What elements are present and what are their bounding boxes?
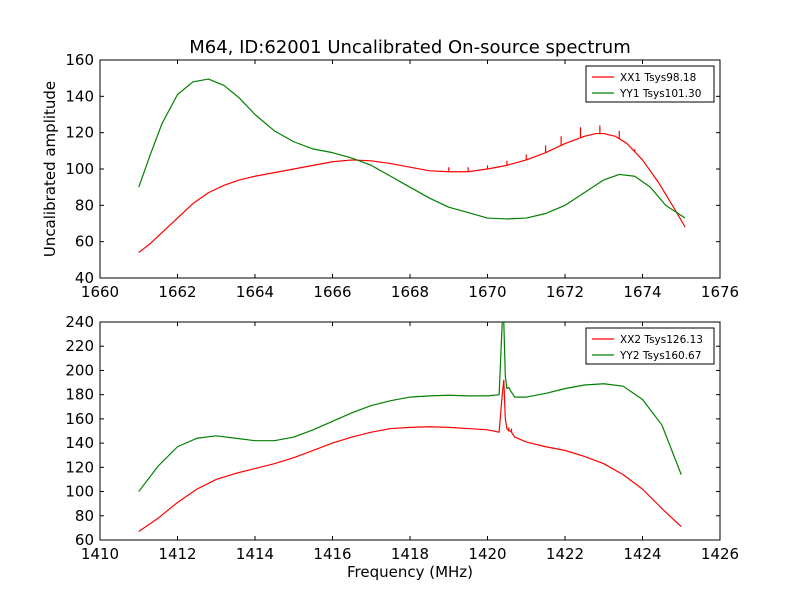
series-line-2 — [138, 78, 686, 220]
x-tick-label: 1674 — [623, 283, 661, 301]
legend-frame — [585, 327, 715, 365]
x-tick-label: 1676 — [701, 283, 739, 301]
y-tick-label: 80 — [75, 196, 94, 214]
legend: XX1 Tsys98.18 YY1 Tsys101.30 — [585, 65, 715, 103]
y-tick-label: 120 — [65, 458, 94, 476]
top-panel: 1660 1662 1664 1666 1668 1670 1672 1674 1676 40 60… — [65, 51, 739, 301]
y-tick-label: 80 — [75, 507, 94, 525]
series-line-1 — [138, 132, 686, 254]
y-tick-label: 140 — [65, 87, 94, 105]
y-tick-label: 200 — [65, 361, 94, 379]
legend-label: YY1 Tsys101.30 — [619, 88, 701, 100]
figure-title: M64, ID:62001 Uncalibrated On-source spe… — [189, 37, 630, 58]
y-tick-label: 140 — [65, 434, 94, 452]
y-tick-label: 40 — [75, 269, 94, 287]
x-tick-label: 1416 — [313, 545, 351, 563]
x-tick-label: 1660 — [81, 283, 119, 301]
y-tick-label: 160 — [65, 410, 94, 428]
x-tick-label: 1414 — [236, 545, 274, 563]
y-tick-label: 240 — [65, 313, 94, 331]
x-tick-label: 1422 — [546, 545, 584, 563]
x-tick-label: 1426 — [701, 545, 739, 563]
y-tick-label: 100 — [65, 483, 94, 501]
legend-label: XX1 Tsys98.18 — [620, 72, 696, 84]
y-tick-label: 220 — [65, 337, 94, 355]
x-tick-label: 1424 — [623, 545, 661, 563]
x-tick-label: 1418 — [391, 545, 429, 563]
x-tick-label: 1670 — [468, 283, 506, 301]
x-tick-label: 1410 — [81, 545, 119, 563]
bottom-panel: 1410 1412 1414 1416 1418 1420 1422 1424 1426 60 80… — [65, 313, 739, 563]
x-tick-label: 1420 — [468, 545, 506, 563]
x-tick-label: 1666 — [313, 283, 351, 301]
series-line-2 — [138, 322, 682, 492]
x-tick-label: 1662 — [158, 283, 196, 301]
series-line-1 — [138, 379, 682, 533]
x-axis-label: Frequency (MHz) — [347, 563, 473, 581]
legend-label: YY2 Tsys160.67 — [619, 350, 701, 362]
x-tick-label: 1668 — [391, 283, 429, 301]
x-tick-label: 1664 — [236, 283, 274, 301]
y-axis-label: Uncalibrated amplitude — [41, 81, 59, 257]
legend-frame — [585, 65, 715, 103]
y-tick-label: 120 — [65, 124, 94, 142]
legend-label: XX2 Tsys126.13 — [620, 334, 703, 346]
x-tick-label: 1412 — [158, 545, 196, 563]
y-tick-label: 60 — [75, 531, 94, 549]
x-tick-label: 1672 — [546, 283, 584, 301]
y-tick-label: 60 — [75, 233, 94, 251]
y-tick-label: 100 — [65, 160, 94, 178]
y-tick-label: 160 — [65, 51, 94, 69]
legend: XX2 Tsys126.13 YY2 Tsys160.67 — [585, 327, 715, 365]
y-tick-label: 180 — [65, 386, 94, 404]
